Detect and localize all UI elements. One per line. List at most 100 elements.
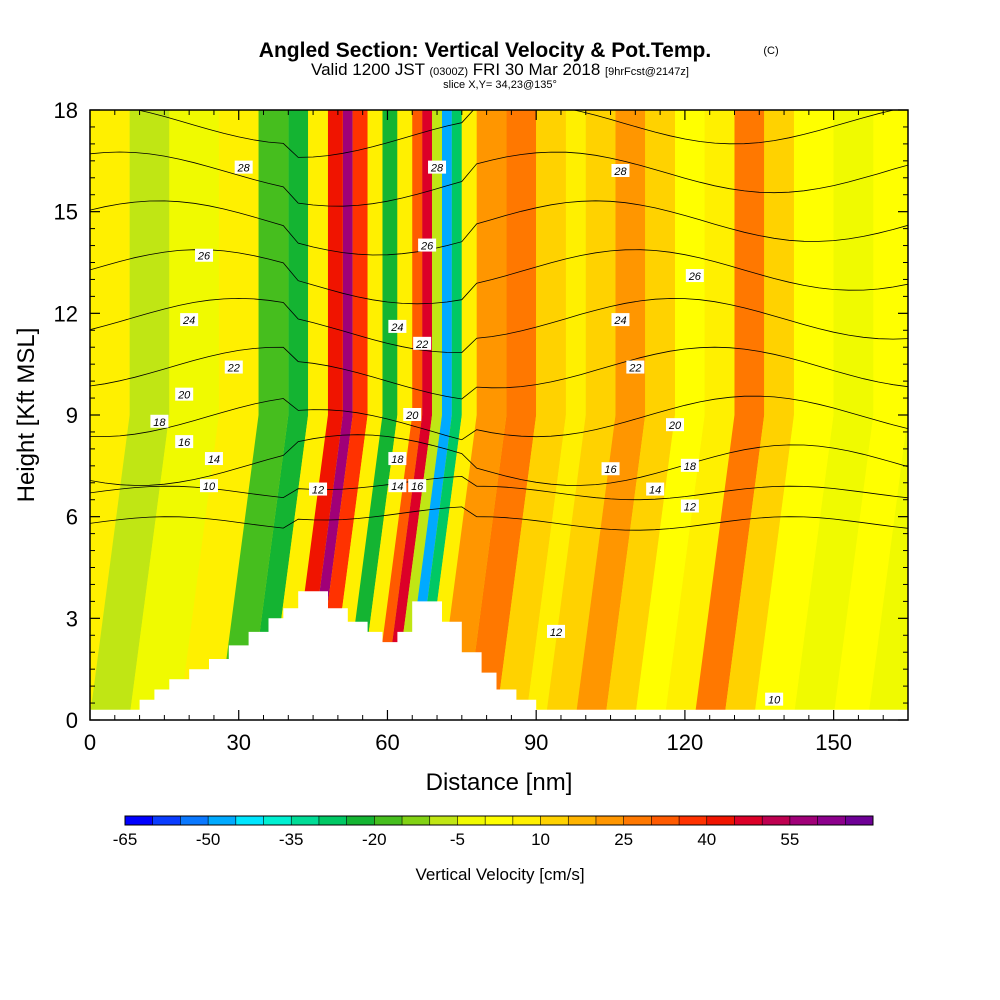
velocity-band bbox=[401, 110, 452, 720]
contour-label-text: 20 bbox=[405, 410, 419, 422]
x-tick-label: 120 bbox=[667, 730, 704, 755]
colorbar-swatch bbox=[623, 816, 652, 825]
contour-label: 24 bbox=[180, 313, 199, 327]
chart-title: Angled Section: Vertical Velocity & Pot.… bbox=[259, 39, 711, 62]
velocity-band bbox=[267, 110, 328, 720]
subtitle-valid: Valid 1200 JST bbox=[311, 60, 425, 79]
contour-label-text: 22 bbox=[415, 339, 428, 351]
contour-label: 14 bbox=[388, 479, 407, 493]
theta-contour bbox=[90, 297, 908, 354]
y-tick-label: 18 bbox=[54, 98, 78, 123]
contour-label-text: 12 bbox=[550, 627, 562, 639]
contour-label: 24 bbox=[611, 313, 630, 327]
contour-label-text: 14 bbox=[208, 454, 220, 466]
contour-label-box bbox=[175, 387, 194, 401]
contour-label: 22 bbox=[626, 360, 645, 375]
velocity-band bbox=[545, 110, 616, 720]
colorbar-swatch bbox=[762, 816, 791, 825]
velocity-band bbox=[605, 110, 675, 720]
colorbar-swatch bbox=[568, 816, 597, 825]
colorbar-tick-label: -5 bbox=[450, 830, 465, 849]
contour-label-box bbox=[224, 360, 243, 374]
contour-label-text: 20 bbox=[668, 420, 682, 432]
subtitle-forecast: [9hrFcst@2147z] bbox=[605, 66, 689, 78]
colorbar-tick-label: 10 bbox=[531, 830, 550, 849]
velocity-band bbox=[382, 110, 433, 720]
colorbar-swatch bbox=[457, 816, 486, 825]
contour-label-box bbox=[765, 692, 784, 706]
theta-contour bbox=[90, 200, 908, 256]
x-tick-label: 90 bbox=[524, 730, 548, 755]
contour-label-box bbox=[388, 452, 407, 466]
contour-label-text: 26 bbox=[420, 241, 434, 253]
velocity-band bbox=[357, 110, 413, 720]
colorbar-swatch bbox=[845, 816, 874, 825]
velocity-band bbox=[496, 110, 566, 720]
contour-label: 10 bbox=[199, 479, 218, 493]
contour-label: 12 bbox=[680, 499, 699, 514]
colorbar-tick-label: 55 bbox=[780, 830, 799, 849]
colorbar-swatch bbox=[734, 816, 763, 825]
y-tick-label: 6 bbox=[66, 505, 78, 530]
velocity-band bbox=[793, 110, 874, 720]
contour-label-text: 12 bbox=[684, 502, 696, 514]
velocity-band bbox=[90, 110, 170, 720]
contour-label: 24 bbox=[388, 319, 407, 334]
terrain-shape bbox=[90, 591, 908, 720]
colorbar-swatch bbox=[679, 816, 708, 825]
contour-label: 14 bbox=[646, 482, 665, 497]
contour-label-box bbox=[413, 336, 432, 350]
velocity-band bbox=[312, 110, 368, 720]
colorbar-swatch bbox=[512, 816, 541, 825]
contour-label-box bbox=[611, 313, 630, 327]
velocity-band bbox=[436, 110, 507, 720]
contour-label: 28 bbox=[234, 160, 253, 175]
contour-label-text: 18 bbox=[153, 417, 166, 429]
contour-label: 12 bbox=[309, 482, 328, 497]
contour-label: 20 bbox=[175, 387, 194, 402]
x-axis-label: Distance [nm] bbox=[426, 769, 573, 796]
colorbar-tick-label: -35 bbox=[279, 830, 304, 849]
colorbar-swatch bbox=[789, 816, 818, 825]
contour-label: 20 bbox=[665, 418, 684, 432]
velocity-band bbox=[372, 110, 423, 720]
contour-label-text: 14 bbox=[391, 481, 403, 493]
theta-contour bbox=[90, 475, 908, 501]
copyright-mark: (C) bbox=[763, 45, 778, 57]
colorbar-tick-label: -20 bbox=[362, 830, 387, 849]
x-tick-label: 30 bbox=[226, 730, 250, 755]
velocity-band bbox=[342, 110, 398, 720]
velocity-field bbox=[90, 110, 908, 720]
contour-label-box bbox=[204, 452, 223, 466]
colorbar-swatch bbox=[374, 816, 403, 825]
velocity-band bbox=[287, 110, 343, 720]
contour-label-text: 24 bbox=[613, 315, 626, 327]
contour-label: 16 bbox=[175, 435, 194, 449]
colorbar-swatch bbox=[429, 816, 458, 825]
contour-label: 22 bbox=[413, 336, 432, 351]
contour-label: 14 bbox=[204, 452, 223, 466]
contour-label-text: 22 bbox=[628, 363, 641, 375]
contour-label-box bbox=[626, 360, 645, 374]
contour-label-text: 18 bbox=[391, 454, 404, 466]
contour-label-box bbox=[150, 414, 169, 428]
contour-label-box bbox=[547, 624, 566, 638]
slice-info: slice X,Y= 34,23@135° bbox=[443, 79, 557, 91]
x-tick-label: 60 bbox=[375, 730, 399, 755]
contour-label: 26 bbox=[685, 269, 704, 283]
plot-area: 28 28 28 26 26 26 24 24 24 22 22 22 20 20 20 18 18 18 16 16… bbox=[90, 110, 908, 720]
velocity-band bbox=[753, 110, 834, 720]
contour-label-box bbox=[408, 479, 427, 493]
contour-label-box bbox=[680, 499, 699, 513]
contour-label-text: 28 bbox=[430, 163, 444, 175]
velocity-band bbox=[129, 110, 219, 720]
subtitle-date: FRI 30 Mar 2018 bbox=[473, 60, 601, 79]
contour-label: 16 bbox=[408, 479, 427, 493]
contour-label-box bbox=[665, 418, 684, 432]
contour-label: 28 bbox=[428, 160, 447, 175]
contour-label: 26 bbox=[195, 248, 214, 263]
contour-label: 18 bbox=[388, 452, 407, 466]
contour-label-text: 18 bbox=[684, 461, 697, 473]
theta-contour bbox=[90, 506, 908, 531]
subtitle-utc: (0300Z) bbox=[429, 66, 468, 78]
